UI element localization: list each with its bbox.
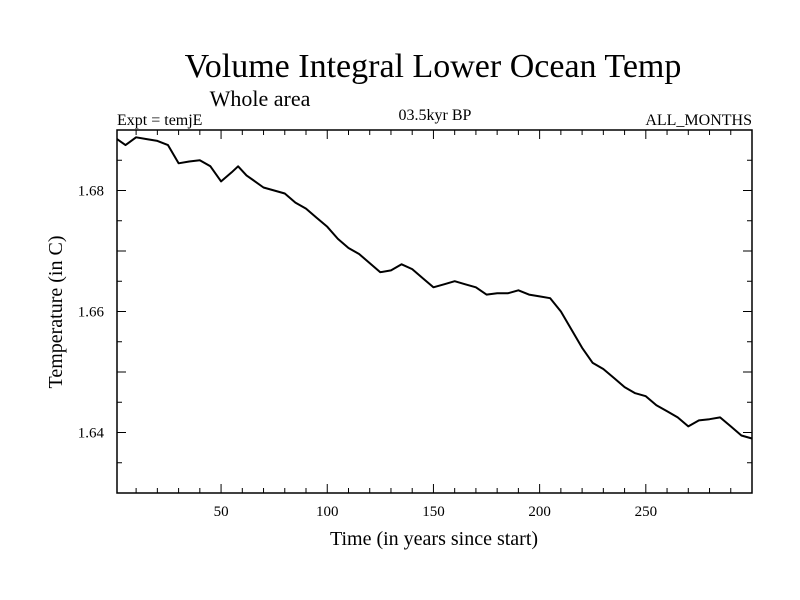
y-axis-ticks: 1.64 1.66 1.68 [78, 159, 752, 464]
annotation-right: ALL_MONTHS [645, 112, 752, 129]
x-tick-label: 50 [214, 504, 229, 520]
x-axis-label: Time (in years since start) [330, 528, 538, 550]
y-tick-label: 1.68 [78, 184, 104, 200]
y-tick-label: 1.66 [78, 305, 105, 321]
x-axis-ticks: 50 100 150 200 250 [135, 130, 732, 520]
series-line [116, 136, 753, 440]
x-tick-label: 250 [635, 504, 658, 520]
series-layer [116, 136, 753, 440]
x-tick-label: 200 [528, 504, 551, 520]
y-tick-label: 1.64 [78, 426, 105, 442]
x-tick-label: 100 [316, 504, 339, 520]
chart-title: Volume Integral Lower Ocean Temp [185, 48, 682, 85]
annotation-left: Expt = temjE [117, 112, 202, 129]
chart-subtitle: Whole area [210, 86, 311, 111]
y-axis-label: Temperature (in C) [45, 236, 67, 389]
plot-frame [116, 129, 753, 494]
annotation-center: 03.5kyr BP [399, 107, 472, 124]
x-tick-label: 150 [422, 504, 445, 520]
